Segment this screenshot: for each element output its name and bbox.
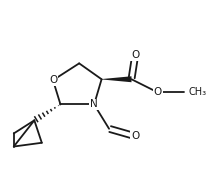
Text: N: N	[90, 100, 98, 109]
Text: O: O	[131, 50, 139, 60]
Text: O: O	[49, 75, 57, 85]
Polygon shape	[102, 76, 131, 82]
Text: O: O	[131, 131, 139, 141]
Text: CH₃: CH₃	[188, 87, 207, 97]
Text: O: O	[154, 87, 162, 97]
